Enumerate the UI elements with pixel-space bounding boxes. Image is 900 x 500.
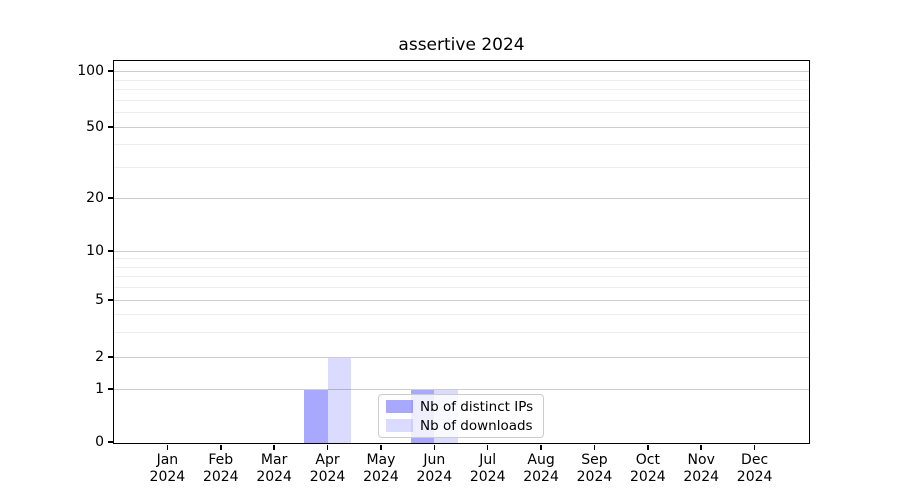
bar-apr-nb-of-downloads — [327, 358, 352, 443]
legend-item-distinct-ips: Nb of distinct IPs — [386, 399, 536, 415]
x-tick-year: 2024 — [683, 469, 720, 485]
gridline-minor-30 — [114, 166, 809, 168]
x-tick-mark-aug — [540, 444, 542, 450]
x-tick-label-mar: Mar 2024 — [256, 452, 292, 486]
x-tick-year: 2024 — [576, 469, 613, 485]
gridline-major-100 — [114, 71, 809, 72]
x-tick-mark-jun — [433, 444, 436, 450]
x-tick-month: Dec — [741, 452, 769, 468]
y-tick-label-2: 2 — [95, 349, 104, 365]
x-tick-mark-jan — [166, 444, 169, 450]
x-tick-year: 2024 — [736, 469, 773, 485]
x-tick-mark-sep — [593, 444, 596, 450]
plot-area: Nb of distinct IPs Nb of downloads 0 1 2 5 1… — [77, 60, 810, 485]
x-tick-label-dec: Dec 2024 — [737, 452, 773, 486]
y-tick-mark-2 — [107, 356, 113, 358]
gridline-minor-40 — [114, 144, 809, 146]
x-tick-year: 2024 — [469, 469, 506, 485]
x-tick-month: Nov — [687, 452, 715, 468]
x-tick-year: 2024 — [523, 469, 559, 485]
legend-item-downloads: Nb of downloads — [386, 418, 536, 434]
x-tick-mark-jul — [486, 444, 489, 450]
x-tick-month: Jan — [156, 452, 179, 468]
x-tick-month: May — [366, 452, 396, 468]
x-tick-year: 2024 — [363, 469, 399, 485]
bar-apr-nb-of-distinct-ips — [304, 390, 328, 443]
x-tick-mark-oct — [647, 444, 649, 450]
gridline-minor-3 — [114, 331, 809, 333]
x-tick-mark-may — [380, 444, 382, 450]
x-tick-month: Sep — [581, 452, 608, 468]
legend-label-downloads: Nb of downloads — [420, 417, 533, 434]
x-tick-label-jul: Jul 2024 — [470, 452, 506, 486]
x-tick-month: Feb — [208, 452, 234, 468]
y-tick-mark-20 — [107, 197, 113, 199]
y-tick-label-10: 10 — [86, 243, 104, 259]
x-tick-year: 2024 — [309, 469, 346, 485]
y-tick-mark-10 — [107, 250, 113, 252]
legend-swatch-distinct-ips — [386, 400, 413, 413]
chart-title: assertive 2024 — [398, 35, 525, 55]
x-tick-month: Apr — [315, 452, 340, 468]
gridline-minor-60 — [114, 112, 809, 114]
x-tick-label-sep: Sep 2024 — [577, 452, 613, 486]
x-tick-year: 2024 — [256, 469, 292, 485]
y-tick-label-5: 5 — [95, 292, 104, 308]
y-tick-mark-100 — [107, 70, 113, 72]
gridline-minor-9 — [114, 258, 809, 260]
y-tick-label-1: 1 — [95, 381, 104, 397]
x-tick-mark-dec — [753, 444, 756, 450]
gridline-major-2 — [114, 357, 809, 358]
x-tick-label-apr: Apr 2024 — [310, 452, 346, 486]
legend-label-distinct-ips: Nb of distinct IPs — [420, 398, 534, 415]
gridline-minor-7 — [114, 276, 809, 278]
x-tick-label-feb: Feb 2024 — [203, 452, 239, 486]
gridline-minor-4 — [114, 313, 809, 315]
y-tick-mark-50 — [107, 126, 113, 128]
gridline-minor-8 — [114, 266, 809, 268]
x-tick-month: Aug — [527, 452, 555, 468]
x-tick-mark-nov — [700, 444, 702, 450]
gridline-major-10 — [114, 251, 809, 252]
gridline-major-1 — [114, 389, 809, 390]
y-tick-mark-5 — [107, 299, 113, 301]
y-tick-mark-0 — [107, 441, 113, 443]
x-tick-mark-mar — [273, 444, 275, 450]
x-tick-month: Jul — [479, 452, 497, 468]
gridline-minor-80 — [114, 89, 809, 91]
y-tick-label-50: 50 — [86, 119, 104, 135]
gridline-major-50 — [114, 127, 809, 128]
x-tick-label-oct: Oct 2024 — [630, 452, 666, 486]
x-tick-year: 2024 — [202, 469, 239, 485]
y-tick-mark-1 — [107, 388, 113, 390]
y-tick-label-0: 0 — [95, 434, 104, 450]
gridline-minor-70 — [114, 99, 809, 101]
x-tick-month: Oct — [635, 452, 660, 468]
x-tick-year: 2024 — [149, 469, 186, 485]
x-tick-year: 2024 — [416, 469, 453, 485]
x-tick-mark-apr — [326, 444, 329, 450]
gridline-major-20 — [114, 198, 809, 199]
x-tick-label-aug: Aug 2024 — [523, 452, 559, 486]
legend-swatch-downloads — [386, 419, 413, 432]
x-tick-label-may: May 2024 — [363, 452, 399, 486]
x-tick-label-nov: Nov 2024 — [683, 452, 719, 486]
gridline-major-5 — [114, 300, 809, 301]
y-tick-label-100: 100 — [77, 63, 104, 79]
legend: Nb of distinct IPs Nb of downloads — [378, 394, 544, 438]
x-tick-year: 2024 — [630, 469, 666, 485]
y-tick-label-20: 20 — [86, 190, 104, 206]
x-tick-month: Mar — [260, 452, 288, 468]
gridline-minor-6 — [114, 287, 809, 289]
x-tick-label-jun: Jun 2024 — [416, 452, 452, 486]
x-tick-mark-feb — [220, 444, 222, 450]
x-tick-label-jan: Jan 2024 — [150, 452, 186, 486]
x-tick-month: Jun — [423, 452, 446, 468]
gridline-minor-90 — [114, 79, 809, 81]
